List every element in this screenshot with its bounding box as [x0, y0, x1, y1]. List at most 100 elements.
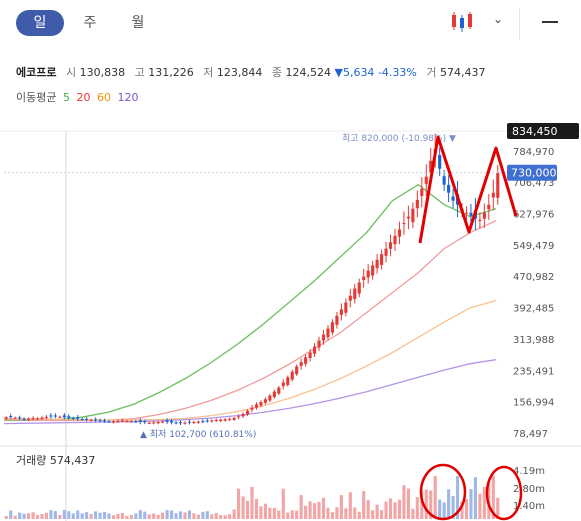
- volume-bar: [116, 514, 120, 519]
- volume-bar: [447, 489, 451, 519]
- candle: [371, 265, 375, 276]
- candle: [232, 418, 236, 420]
- candle: [49, 415, 53, 417]
- volume-bar: [22, 513, 26, 519]
- max-price-box: [507, 123, 579, 139]
- tab-week[interactable]: 주: [83, 15, 97, 31]
- ma-20[interactable]: 20: [76, 91, 91, 104]
- volume-bar: [254, 498, 259, 519]
- volume-bar: [232, 509, 236, 519]
- volume-bar: [281, 488, 285, 519]
- candle: [183, 422, 187, 424]
- volume-bar: [237, 488, 241, 519]
- candle: [326, 328, 330, 338]
- volume-bar: [433, 476, 437, 519]
- volume-tick-label: 4.19m: [513, 466, 545, 477]
- volume-bar: [205, 511, 209, 519]
- candle: [308, 352, 312, 359]
- current-price-label: 730,000: [511, 167, 557, 180]
- candle: [120, 420, 124, 422]
- volume-bar: [228, 514, 232, 519]
- volume-bar: [107, 513, 111, 519]
- volume-bar: [53, 511, 57, 519]
- volume-bar: [384, 501, 388, 519]
- candle: [321, 334, 326, 341]
- volume-bar: [161, 512, 165, 519]
- annotation-circle-left: [419, 463, 467, 521]
- candle: [205, 420, 209, 422]
- candle: [375, 259, 379, 269]
- candle: [344, 302, 348, 313]
- volume-bar: [9, 510, 13, 519]
- volume-bar: [67, 511, 71, 519]
- candle: [411, 208, 415, 223]
- candle: [254, 404, 259, 408]
- candle: [290, 371, 294, 380]
- candle: [228, 418, 232, 420]
- annotation-circle-right: [485, 465, 523, 521]
- volume-bar: [241, 496, 245, 519]
- candle: [263, 399, 267, 403]
- volume-bar: [49, 510, 53, 519]
- candle: [397, 229, 402, 237]
- candle: [192, 422, 196, 424]
- ma-5[interactable]: 5: [62, 91, 70, 104]
- volume-bar: [62, 510, 66, 519]
- candle: [496, 172, 500, 198]
- volume-bar: [478, 493, 482, 519]
- volume-bar: [438, 499, 442, 519]
- volume-bar: [312, 503, 317, 519]
- volume-bar: [371, 510, 375, 519]
- volume-bar: [152, 513, 156, 519]
- candle: [491, 192, 495, 198]
- volume-bar: [491, 475, 495, 519]
- candle: [299, 362, 303, 366]
- toolbar-divider: [519, 8, 520, 40]
- volume-bar: [94, 511, 98, 519]
- volume-bar: [482, 486, 486, 519]
- volume-bar: [420, 490, 424, 519]
- tab-day[interactable]: 일: [16, 10, 64, 36]
- chevron-down-icon[interactable]: ⌄: [493, 12, 504, 26]
- candle: [335, 315, 339, 325]
- volume-bar: [102, 512, 107, 519]
- minimize-icon[interactable]: [542, 21, 558, 23]
- candlestick-type-icon[interactable]: [447, 10, 477, 36]
- volume-bar: [183, 512, 187, 519]
- volume-bar: [143, 511, 147, 519]
- volume-tick-label: 1.40m: [513, 501, 545, 512]
- tab-month[interactable]: 월: [131, 15, 145, 31]
- volume-bar: [138, 510, 142, 519]
- candle: [384, 248, 388, 256]
- candle: [317, 340, 321, 348]
- moving-average-ma20: [3, 220, 497, 422]
- volume-bar: [18, 512, 22, 519]
- ma-60[interactable]: 60: [96, 91, 111, 104]
- ma-120[interactable]: 120: [117, 91, 139, 104]
- volume-bar: [111, 515, 116, 519]
- candle: [219, 419, 223, 421]
- volume-bar: [210, 514, 214, 519]
- candle: [53, 415, 57, 417]
- candle: [27, 418, 31, 420]
- candle: [250, 407, 254, 410]
- volume-bar: [335, 507, 339, 519]
- candle: [393, 235, 397, 245]
- volume-bar: [245, 500, 250, 519]
- candle: [31, 418, 35, 420]
- candle: [125, 420, 129, 422]
- candle: [138, 420, 142, 423]
- candle: [22, 418, 26, 420]
- moving-average-legend: 이동평균 5 20 60 120: [16, 89, 138, 105]
- candle: [415, 199, 419, 209]
- candle: [487, 204, 491, 210]
- candle: [18, 417, 22, 419]
- volume-bar: [460, 501, 464, 519]
- candle: [362, 276, 366, 280]
- candle: [147, 422, 151, 424]
- candle: [388, 242, 393, 249]
- candle: [170, 420, 174, 423]
- candle: [366, 270, 370, 278]
- candle: [111, 421, 116, 423]
